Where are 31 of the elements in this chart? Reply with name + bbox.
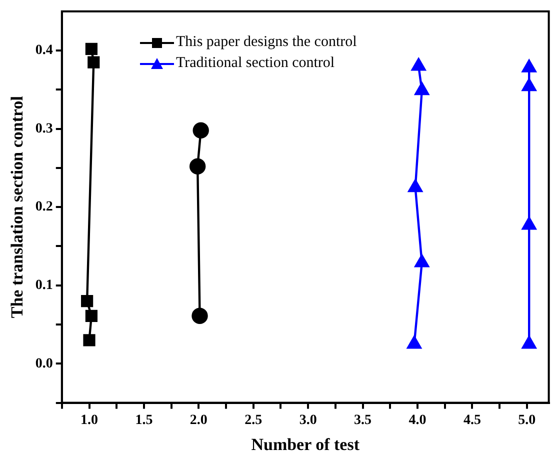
point: [83, 334, 96, 346]
point: [85, 310, 98, 322]
x-tick-label: 4.5: [463, 412, 481, 428]
x-tick-label: 2.5: [244, 412, 262, 428]
x-tick-label: 4.0: [408, 412, 426, 428]
x-tick-label: 5.0: [518, 412, 536, 428]
legend-label: This paper designs the control: [176, 33, 357, 52]
point: [189, 158, 206, 174]
point: [411, 58, 426, 71]
point: [522, 217, 536, 230]
point: [414, 82, 430, 96]
y-tick-label: 0.1: [35, 278, 53, 293]
x-tick-label: 3.0: [299, 412, 317, 428]
x-tick-label: 2.0: [190, 412, 208, 428]
y-tick-label: 0.0: [35, 356, 53, 372]
y-tick-label: 0.4: [35, 43, 53, 58]
x-tick-label: 3.5: [354, 412, 372, 428]
y-tick-label: 0.2: [35, 200, 53, 215]
y-tick-label: 0.3: [35, 121, 53, 136]
point: [522, 78, 536, 92]
y-axis-title: The translation section control: [8, 96, 27, 318]
point: [81, 294, 94, 308]
point: [522, 60, 536, 72]
legend-label: Traditional section control: [176, 54, 335, 73]
point: [414, 254, 430, 268]
x-axis-title: Number of test: [251, 435, 360, 454]
point: [192, 308, 208, 324]
x-tick-label: 1.0: [80, 412, 98, 428]
point: [192, 122, 209, 138]
point: [408, 179, 422, 192]
x-tick-label: 1.5: [135, 412, 153, 428]
